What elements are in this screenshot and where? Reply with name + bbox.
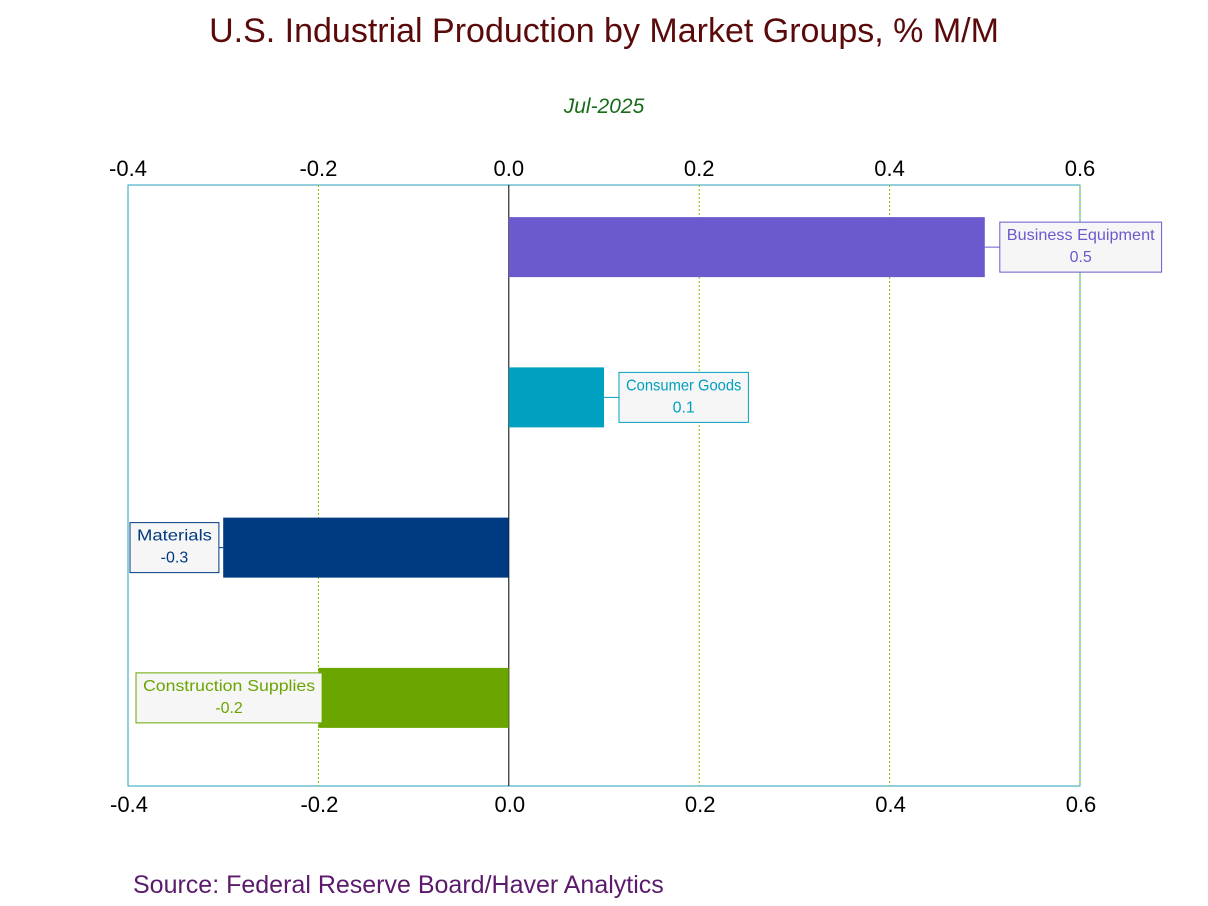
top-tick-label: 0.2 xyxy=(684,156,715,181)
bar xyxy=(223,517,509,578)
bottom-tick-label: 0.2 xyxy=(685,792,716,817)
bar xyxy=(318,667,509,728)
bar-category-label: Consumer Goods xyxy=(626,377,741,394)
top-tick-label: -0.2 xyxy=(299,156,337,181)
top-tick-label: 0.4 xyxy=(874,156,905,181)
source-note: Source: Federal Reserve Board/Haver Anal… xyxy=(133,871,664,899)
bottom-tick-label: -0.2 xyxy=(300,792,338,817)
bottom-tick-label: 0.4 xyxy=(875,792,906,817)
bar-label-box xyxy=(129,522,220,574)
bar xyxy=(508,367,604,428)
bottom-tick-label: -0.4 xyxy=(110,792,148,817)
bar-label-box xyxy=(618,371,749,423)
bar-label-box xyxy=(999,221,1163,273)
top-tick-label: -0.4 xyxy=(109,156,147,181)
bar-value-label: -0.2 xyxy=(215,700,243,717)
bar-category-label: Materials xyxy=(137,528,212,545)
top-tick-label: 0.6 xyxy=(1065,156,1096,181)
bar-category-label: Business Equipment xyxy=(1007,227,1155,244)
bar-label-box xyxy=(135,672,323,724)
bar-category-label: Construction Supplies xyxy=(143,678,315,695)
bar-value-label: 0.5 xyxy=(1070,249,1092,266)
bottom-tick-label: 0.0 xyxy=(495,792,526,817)
bar-value-label: 0.1 xyxy=(673,399,695,416)
chart-title: U.S. Industrial Production by Market Gro… xyxy=(209,12,999,50)
bar xyxy=(508,217,985,278)
bar-value-label: -0.3 xyxy=(161,550,189,567)
bottom-tick-label: 0.6 xyxy=(1066,792,1097,817)
chart-subtitle: Jul-2025 xyxy=(563,95,645,118)
top-tick-label: 0.0 xyxy=(494,156,525,181)
